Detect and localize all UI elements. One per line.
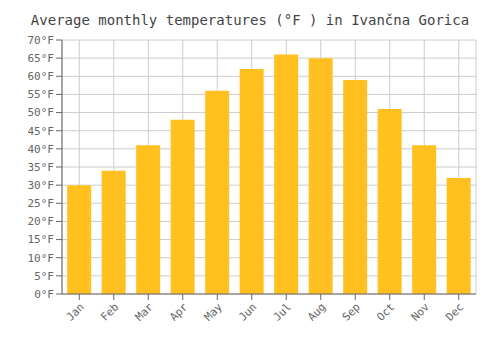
svg-text:Dec: Dec: [443, 300, 466, 323]
svg-text:35°F: 35°F: [28, 161, 55, 174]
svg-text:55°F: 55°F: [28, 88, 55, 101]
svg-text:Aug: Aug: [305, 300, 328, 323]
svg-text:Sep: Sep: [340, 300, 363, 323]
svg-text:65°F: 65°F: [28, 52, 55, 65]
html-text:Average monthly temperatures (: Average monthly temperatures (°F ) in Iv…: [30, 12, 470, 28]
svg-text:May: May: [202, 300, 226, 324]
svg-text:30°F: 30°F: [28, 179, 55, 192]
svg-text:15°F: 15°F: [28, 233, 55, 246]
svg-text:25°F: 25°F: [28, 197, 55, 210]
svg-text:50°F: 50°F: [28, 106, 55, 119]
svg-text:Jul: Jul: [271, 300, 294, 323]
svg-text:Jun: Jun: [236, 300, 259, 323]
svg-text:Oct: Oct: [374, 300, 397, 323]
svg-text:Apr: Apr: [167, 300, 191, 324]
svg-text:Feb: Feb: [98, 300, 121, 323]
svg-text:Jan: Jan: [64, 300, 87, 323]
svg-text:45°F: 45°F: [28, 125, 55, 138]
svg-text:40°F: 40°F: [28, 143, 55, 156]
svg-text:10°F: 10°F: [28, 252, 55, 265]
svg-text:60°F: 60°F: [28, 70, 55, 83]
svg-text:20°F: 20°F: [28, 215, 55, 228]
svg-text:Nov: Nov: [409, 300, 433, 324]
svg-text:Mar: Mar: [133, 300, 157, 324]
svg-text:70°F: 70°F: [28, 34, 55, 47]
svg-text:5°F: 5°F: [34, 270, 54, 283]
svg-text:0°F: 0°F: [34, 288, 54, 301]
